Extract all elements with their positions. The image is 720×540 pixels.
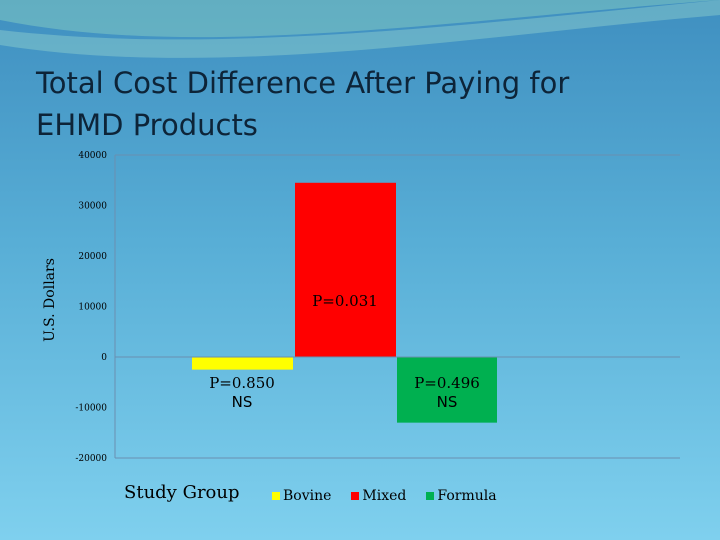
y-tick-label: 40000 xyxy=(78,151,107,161)
legend-swatch-bovine xyxy=(272,492,280,500)
bar-formula xyxy=(397,357,497,423)
legend-item-bovine: Bovine xyxy=(272,488,331,504)
y-tick-label: -20000 xyxy=(75,454,107,464)
y-tick-label: 30000 xyxy=(78,202,107,212)
legend-label-mixed: Mixed xyxy=(362,488,407,504)
y-tick-label: 0 xyxy=(101,353,107,363)
legend-swatch-formula xyxy=(426,492,435,500)
y-tick-label: 20000 xyxy=(78,252,107,262)
legend-label-formula: Formula xyxy=(437,488,497,504)
legend-label-bovine: Bovine xyxy=(283,488,332,504)
legend-item-mixed: Mixed xyxy=(351,488,406,504)
y-tick-label: -10000 xyxy=(75,404,107,414)
bar-bovine xyxy=(192,357,293,370)
annotation-bovine: NS xyxy=(232,393,253,411)
y-tick-label: 10000 xyxy=(78,303,107,313)
annotation-formula: P=0.496 xyxy=(414,374,480,392)
legend-item-formula: Formula xyxy=(426,488,497,504)
annotation-bovine: P=0.850 xyxy=(209,374,275,392)
legend-swatch-mixed xyxy=(351,492,360,500)
annotation-mixed: P=0.031 xyxy=(312,292,378,310)
y-axis-label: U.S. Dollars xyxy=(42,258,58,342)
x-axis-label: Study Group xyxy=(124,482,240,503)
annotation-formula: NS xyxy=(437,393,458,411)
bar-mixed xyxy=(295,182,396,357)
background-swoosh xyxy=(0,0,720,58)
slide-title: Total Cost Difference After Paying for E… xyxy=(36,66,570,142)
chart-legend: Bovine Mixed Formula xyxy=(272,488,497,504)
